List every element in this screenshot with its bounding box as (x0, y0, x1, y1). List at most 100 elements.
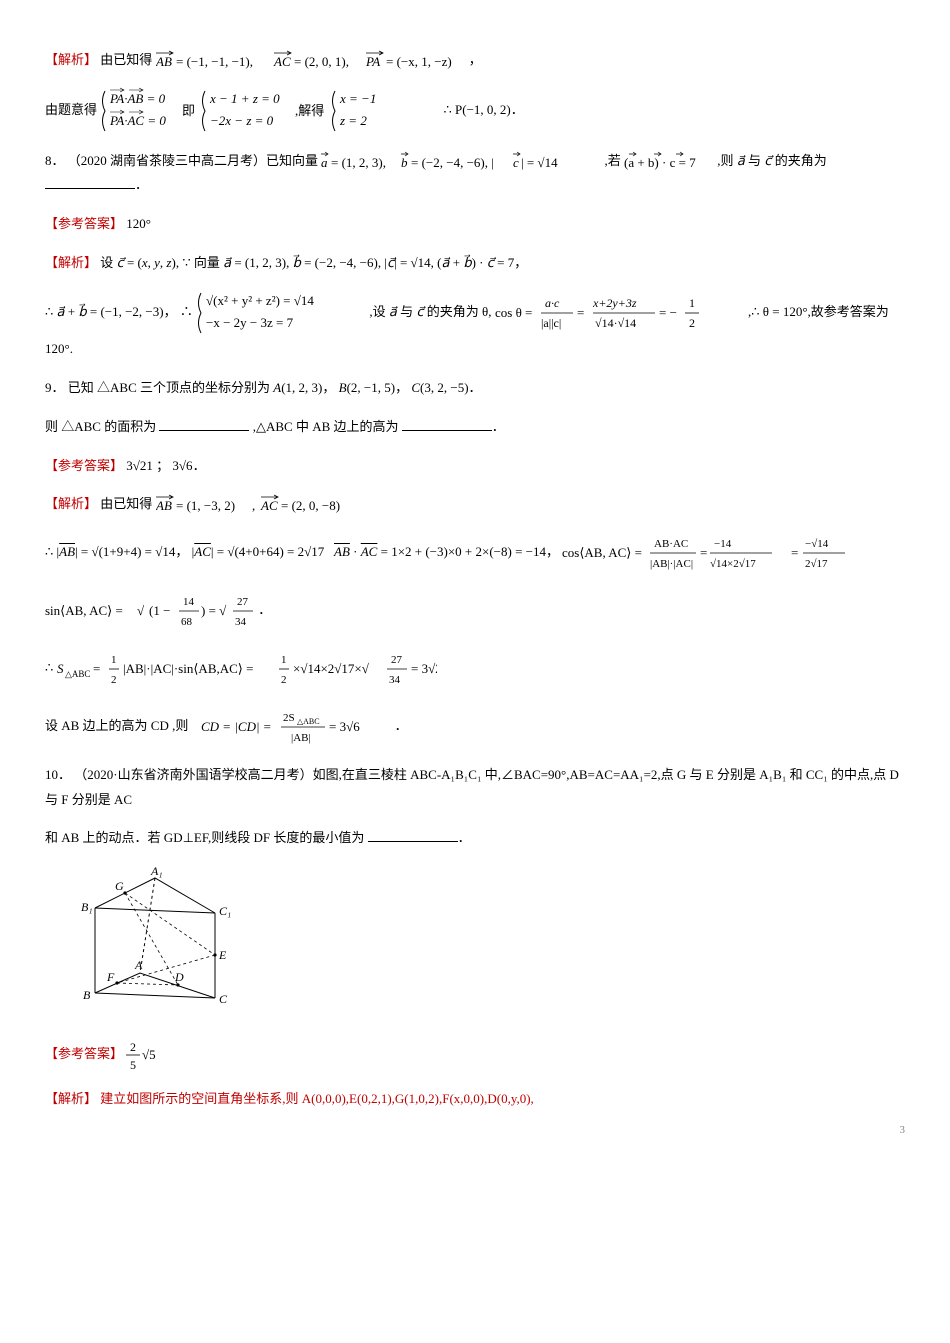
svg-text:cos θ =: cos θ = (495, 305, 532, 320)
answer-label: 【参考答案】 (45, 458, 123, 473)
svg-text:34: 34 (235, 616, 247, 628)
question-num: 9． (45, 380, 65, 395)
parse-label: 【解析】 (45, 496, 97, 511)
svg-text:1: 1 (689, 296, 695, 310)
svg-text:√: √ (137, 603, 145, 618)
math-system: √(x² + y² + z²) = √14 −x − 2y − 3z = 7 (196, 304, 369, 319)
text: 则 △ABC 的面积为 (45, 419, 156, 434)
svg-text:PA: PA (365, 54, 380, 69)
svg-text:= (1, −3, 2): = (1, −3, 2) (176, 498, 235, 513)
svg-text:PA·AC = 0: PA·AC = 0 (109, 113, 166, 128)
text: 已知 △ABC 三个顶点的坐标分别为 (68, 380, 273, 395)
math-expr: (a + b) · c = 7 (624, 153, 717, 168)
text: ,△ABC 中 AB 边上的高为 (253, 419, 399, 434)
svg-text:(a + b) · c = 7: (a + b) · c = 7 (624, 155, 696, 170)
svg-text:(1 −: (1 − (149, 603, 170, 618)
math-expr: |AB| = √(1+9+4) = √14 (57, 544, 176, 559)
text: ∵ 向量 (182, 255, 223, 270)
svg-text:x = −1: x = −1 (339, 91, 376, 106)
question-num: 8． (45, 153, 65, 168)
svg-text:a: a (321, 155, 328, 170)
text: 设 (100, 255, 116, 270)
svg-text:△ABC: △ABC (65, 669, 90, 679)
svg-text:AB: AB (156, 54, 172, 69)
math-expr: |AC| = √(4+0+64) = 2√17 (192, 544, 325, 559)
svg-text:AC: AC (273, 54, 291, 69)
svg-text:√14×2√17: √14×2√17 (710, 558, 756, 570)
math-expr: a = (1, 2, 3), b = (−2, −4, −6), | c | =… (321, 153, 604, 168)
svg-text:2: 2 (111, 674, 117, 686)
text: ∴ (45, 544, 57, 559)
answer-value: 2 5 √5 (126, 1046, 166, 1061)
svg-text:| = √14: | = √14 (521, 155, 558, 170)
page-number: 3 (45, 1120, 905, 1141)
svg-text:2√17: 2√17 (805, 558, 828, 570)
text: ,则 a⃗ 与 c⃗ 的夹角为 (717, 153, 826, 168)
svg-text:×√14×2√17×√: ×√14×2√17×√ (293, 661, 370, 676)
text: ∴ (180, 304, 196, 319)
parse-label: 【解析】 (45, 1091, 97, 1106)
svg-text:c: c (513, 155, 519, 170)
question-num: 10． (45, 767, 71, 782)
svg-text:,解得: ,解得 (295, 103, 324, 118)
text: ∴ a⃗ + b⃗ = (−1, −2, −3) (45, 304, 164, 319)
svg-text:√5: √5 (142, 1047, 156, 1062)
svg-text:C: C (219, 992, 228, 1006)
text: ； (156, 458, 172, 473)
parse-label: 【解析】 (45, 255, 97, 270)
svg-text:C₁: C₁ (219, 904, 231, 918)
svg-text:2: 2 (689, 316, 695, 330)
svg-text:x+2y+3z: x+2y+3z (592, 296, 637, 310)
svg-text:2: 2 (130, 1040, 136, 1054)
svg-text:AB: AB (156, 498, 172, 513)
svg-text:−2x − z = 0: −2x − z = 0 (210, 113, 274, 128)
text: 由题意得 (45, 102, 100, 117)
svg-text:=: = (93, 661, 100, 676)
svg-text:= (−2, −4, −6), |: = (−2, −4, −6), | (411, 155, 494, 170)
svg-text:−x − 2y − 3z = 7: −x − 2y − 3z = 7 (206, 315, 294, 330)
svg-text:A₁: A₁ (150, 864, 163, 878)
svg-text:,: , (252, 498, 255, 513)
svg-text:|AB|·|AC|·sin⟨AB,AC⟩ =: |AB|·|AC|·sin⟨AB,AC⟩ = (123, 661, 253, 676)
svg-text:= (−1, −1, −1),: = (−1, −1, −1), (176, 54, 253, 69)
svg-text:√(x² + y² + z²) = √14: √(x² + y² + z²) = √14 (206, 293, 314, 308)
answer-label: 【参考答案】 (45, 216, 123, 231)
text: 和 AB 上的动点．若 GD⊥EF,则线段 DF 长度的最小值为 (45, 830, 364, 845)
svg-text:b: b (401, 155, 408, 170)
math-expr: cos⟨AB, AC⟩ = AB·AC |AB|·|AC| = −14 √14×… (562, 544, 790, 559)
svg-text:|AB|·|AC|: |AB|·|AC| (650, 558, 693, 570)
prism-figure: A₁ B₁ C₁ G E A B C D F (75, 863, 905, 1023)
svg-text:CD = |CD| =: CD = |CD| = (201, 719, 272, 734)
svg-text:sin⟨AB, AC⟩ =: sin⟨AB, AC⟩ = (45, 603, 123, 618)
blank (368, 828, 458, 842)
svg-text:√14·√14: √14·√14 (595, 316, 636, 330)
svg-text:S: S (57, 661, 64, 676)
svg-text:cos⟨AB, AC⟩ =: cos⟨AB, AC⟩ = (562, 545, 642, 560)
svg-text:27: 27 (237, 596, 249, 608)
svg-text:|a||c|: |a||c| (541, 316, 561, 330)
svg-text:=: = (577, 305, 584, 320)
svg-text:) = √: ) = √ (201, 603, 227, 618)
svg-text:−14: −14 (714, 538, 732, 550)
answer-value: 3√21 (126, 458, 153, 473)
svg-text:= 3√6: = 3√6 (329, 719, 360, 734)
svg-text:A: A (134, 958, 143, 972)
svg-text:D: D (174, 970, 184, 984)
svg-text:27: 27 (391, 654, 403, 666)
math-expr: AB = (−1, −1, −1), AC = (2, 0, 1), PA = … (156, 52, 469, 67)
svg-text:5: 5 (130, 1058, 136, 1072)
svg-text:B₁: B₁ (81, 900, 93, 914)
text: ∴ (45, 660, 57, 675)
svg-text:= (2, 0, −8): = (2, 0, −8) (281, 498, 340, 513)
blank (402, 417, 492, 431)
svg-text:G: G (115, 879, 124, 893)
svg-text:2: 2 (281, 674, 287, 686)
svg-text:E: E (218, 948, 227, 962)
answer-label: 【参考答案】 (45, 1046, 123, 1061)
svg-text:|AB|: |AB| (291, 732, 311, 744)
math-expr: sin⟨AB, AC⟩ = √ (1 − 14 68 ) = √ 27 34 (45, 602, 258, 617)
answer-value: 3√6 (172, 458, 192, 473)
svg-text:x − 1 + z = 0: x − 1 + z = 0 (209, 91, 280, 106)
math-expr: CD = |CD| = 2S△ABC |AB| = 3√6 (201, 718, 394, 733)
math-system: PA·AB = 0 PA·AC = 0 即 x − 1 + z = 0 −2x … (100, 102, 443, 117)
